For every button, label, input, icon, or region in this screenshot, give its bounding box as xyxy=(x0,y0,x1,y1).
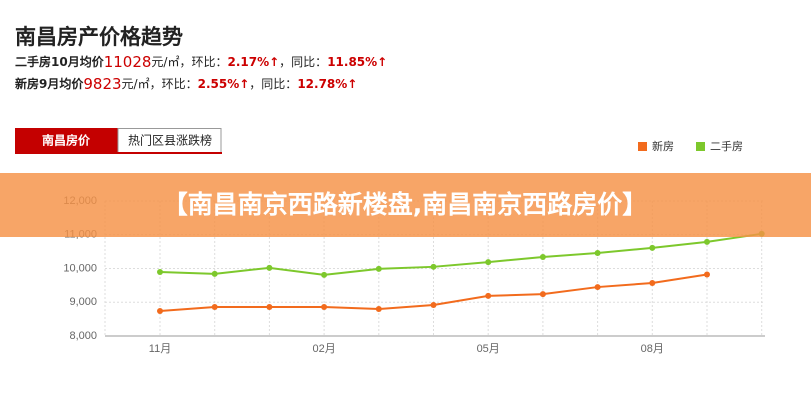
point xyxy=(321,303,328,310)
stat: 2.55%↑ xyxy=(198,77,250,91)
stat: 11.85%↑ xyxy=(327,55,387,69)
point xyxy=(539,254,546,261)
stat: 12.78%↑ xyxy=(297,77,357,91)
point xyxy=(157,308,163,315)
banner-bg xyxy=(0,173,811,237)
point xyxy=(704,271,710,278)
stat: ，同比： xyxy=(279,55,327,69)
stat: ，环比： xyxy=(179,55,227,69)
point xyxy=(375,306,382,312)
legend-swatch xyxy=(638,142,647,151)
stat: 9823 xyxy=(83,75,121,93)
chart: 8,0009,00010,00011,00012,00011月02月05月08月… xyxy=(63,139,765,355)
series-line xyxy=(159,232,762,276)
point xyxy=(266,303,273,310)
stat: ，同比： xyxy=(249,77,297,91)
point xyxy=(375,265,382,272)
stat: 2.17%↑ xyxy=(227,55,279,69)
point xyxy=(485,259,492,266)
point xyxy=(321,271,328,278)
stat: 新房9月均价 xyxy=(15,76,84,91)
point xyxy=(430,263,437,270)
legend-label: 新房 xyxy=(652,139,674,153)
point xyxy=(430,301,437,308)
point xyxy=(211,270,218,277)
point xyxy=(157,269,163,276)
stats-line: 二手房10月均价11028元/㎡，环比：2.17%↑，同比：11.85%↑ xyxy=(15,53,387,71)
point xyxy=(266,264,273,271)
y-tick-label: 8,000 xyxy=(69,330,97,342)
tab-label[interactable]: 热门区县涨跌榜 xyxy=(128,133,212,148)
x-tick-label: 11月 xyxy=(149,343,171,355)
stat: 二手房10月均价 xyxy=(15,54,105,69)
point xyxy=(211,303,218,310)
point xyxy=(539,291,546,298)
point xyxy=(649,280,656,287)
legend-label: 二手房 xyxy=(710,139,743,153)
stat: 元/㎡ xyxy=(122,77,150,91)
stat: 元/㎡ xyxy=(151,55,179,69)
stat: 11028 xyxy=(104,53,152,71)
stats-line: 新房9月均价9823元/㎡，环比：2.55%↑，同比：12.78%↑ xyxy=(15,75,357,93)
point xyxy=(594,249,601,256)
legend-swatch xyxy=(696,142,705,151)
tab-active[interactable] xyxy=(15,128,118,153)
x-tick-label: 05月 xyxy=(477,343,500,355)
stat: ，环比： xyxy=(150,77,198,91)
point xyxy=(485,292,492,299)
point xyxy=(704,238,710,245)
tab[interactable] xyxy=(117,128,222,154)
point xyxy=(649,244,656,251)
y-tick-label: 9,000 xyxy=(69,296,97,308)
point xyxy=(594,284,601,291)
tab-label[interactable]: 南昌房价 xyxy=(42,133,91,148)
banner: 【南昌南京西路新楼盘,南昌南京西路房价】 xyxy=(163,190,648,219)
y-tick-label: 10,000 xyxy=(63,262,97,274)
x-tick-label: 08月 xyxy=(641,343,664,355)
x-tick-label: 02月 xyxy=(312,343,335,355)
title: 南昌房产价格趋势 xyxy=(15,25,183,49)
